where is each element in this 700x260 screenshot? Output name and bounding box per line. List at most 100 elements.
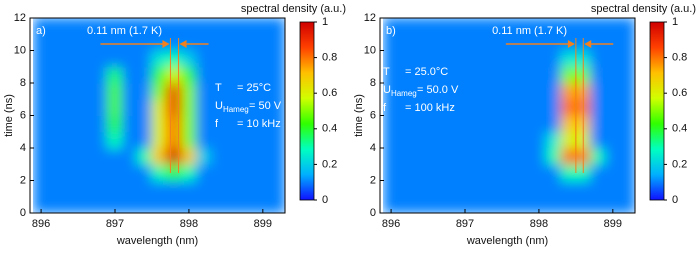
heatmap-cell: [604, 98, 621, 116]
y-tick-label: 10: [14, 44, 26, 56]
heatmap-cell: [33, 66, 49, 84]
heatmap-cell: [619, 18, 635, 35]
heatmap-cell: [590, 66, 606, 84]
heatmap-cell: [47, 66, 64, 84]
heatmap-cell: [225, 131, 242, 149]
y-tick-label: 6: [370, 109, 376, 121]
heatmap-cell: [92, 82, 109, 100]
parameter: T: [383, 66, 390, 78]
heatmap-cell: [181, 163, 197, 181]
heatmap-cell: [412, 163, 429, 181]
heatmap-cell: [471, 33, 488, 51]
heatmap-cell: [240, 163, 256, 181]
heatmap-cell: [210, 18, 227, 35]
heatmap-cell: [545, 115, 562, 133]
heatmap-cell: [471, 163, 488, 181]
heatmap-cell: [210, 196, 227, 213]
heatmap-cell: [225, 66, 242, 84]
heatmap-cell: [501, 82, 518, 100]
heatmap-cell: [427, 163, 444, 181]
heatmap-cell: [575, 196, 592, 213]
heatmap-cell: [501, 98, 518, 116]
heatmap-cell: [210, 131, 227, 149]
heatmap-cell: [501, 115, 518, 133]
heatmap-cell: [383, 180, 399, 198]
heatmap-cell: [136, 18, 153, 35]
heatmap-cell: [471, 147, 488, 165]
heatmap-cell: [136, 50, 153, 68]
heatmap-cell: [383, 147, 399, 165]
heatmap-cell: [62, 147, 79, 165]
heatmap-cell: [383, 196, 399, 213]
heatmap-cell: [501, 163, 518, 181]
heatmap-cell: [604, 131, 621, 149]
parameter-symbol: f: [383, 102, 387, 114]
heatmap-cell: [516, 163, 533, 181]
heatmap-cell: [225, 115, 242, 133]
heatmap-cell: [604, 163, 621, 181]
heatmap-cell: [181, 180, 197, 198]
heatmap-cell: [590, 196, 606, 213]
y-tick-label: 6: [20, 109, 26, 121]
heatmap-cell: [590, 50, 606, 68]
heatmap-cell: [516, 98, 533, 116]
heatmap-cell: [195, 180, 212, 198]
heatmap-cell: [427, 131, 444, 149]
parameter-symbol: U: [383, 84, 391, 96]
heatmap-cell: [92, 163, 109, 181]
heatmap-cell: [619, 82, 635, 100]
heatmap-cell: [195, 50, 212, 68]
heatmap-cell: [181, 50, 197, 68]
heatmap-cell: [486, 82, 503, 100]
heatmap-cell: [516, 50, 533, 68]
colorbar: [299, 21, 315, 201]
heatmap-cell: [397, 98, 414, 116]
heatmap-cell: [240, 18, 256, 35]
heatmap-cell: [397, 50, 414, 68]
parameter-symbol: T: [215, 82, 222, 94]
heatmap-cell: [442, 50, 459, 68]
heatmap-cell: [151, 66, 168, 84]
heatmap-cell: [107, 131, 123, 149]
heatmap-cell: [47, 82, 64, 100]
colorbar-tick-label: 0: [672, 194, 678, 206]
heatmap-cell: [397, 82, 414, 100]
heatmap-cell: [397, 131, 414, 149]
colorbar-tick-label: 0.6: [672, 87, 687, 99]
heatmap-cell: [269, 98, 285, 116]
heatmap-cell: [590, 180, 606, 198]
heatmap-cell: [107, 147, 123, 165]
heatmap-cell: [181, 82, 197, 100]
panel-label: b): [386, 25, 396, 37]
heatmap-cell: [225, 163, 242, 181]
heatmap-cell: [531, 18, 547, 35]
heatmap-cell: [136, 115, 153, 133]
heatmap-cell: [427, 98, 444, 116]
plot-area: [33, 18, 285, 213]
heatmap-cell: [195, 115, 212, 133]
heatmap-cell: [136, 196, 153, 213]
heatmap-cell: [427, 147, 444, 165]
parameter-value: = 25°C: [237, 82, 271, 94]
heatmap-cell: [545, 66, 562, 84]
heatmap-cell: [151, 131, 168, 149]
heatmap-cell: [427, 66, 444, 84]
heatmap-cell: [604, 196, 621, 213]
x-axis-label: wavelength (nm): [466, 235, 548, 247]
heatmap-cell: [121, 196, 138, 213]
heatmap-cell: [427, 50, 444, 68]
heatmap-cell: [397, 33, 414, 51]
heatmap-cell: [92, 147, 109, 165]
heatmap-cell: [486, 196, 503, 213]
heatmap-cell: [383, 66, 399, 84]
heatmap-cell: [531, 163, 547, 181]
heatmap-cell: [397, 115, 414, 133]
heatmap-cell: [590, 115, 606, 133]
parameter-subscript: Hameg: [223, 105, 249, 114]
heatmap-cell: [486, 33, 503, 51]
plot-area: [383, 18, 635, 213]
heatmap-cell: [92, 180, 109, 198]
heatmap-cell: [560, 66, 577, 84]
colorbar-tick-label: 0.6: [322, 87, 337, 99]
heatmap-cell: [471, 18, 488, 35]
